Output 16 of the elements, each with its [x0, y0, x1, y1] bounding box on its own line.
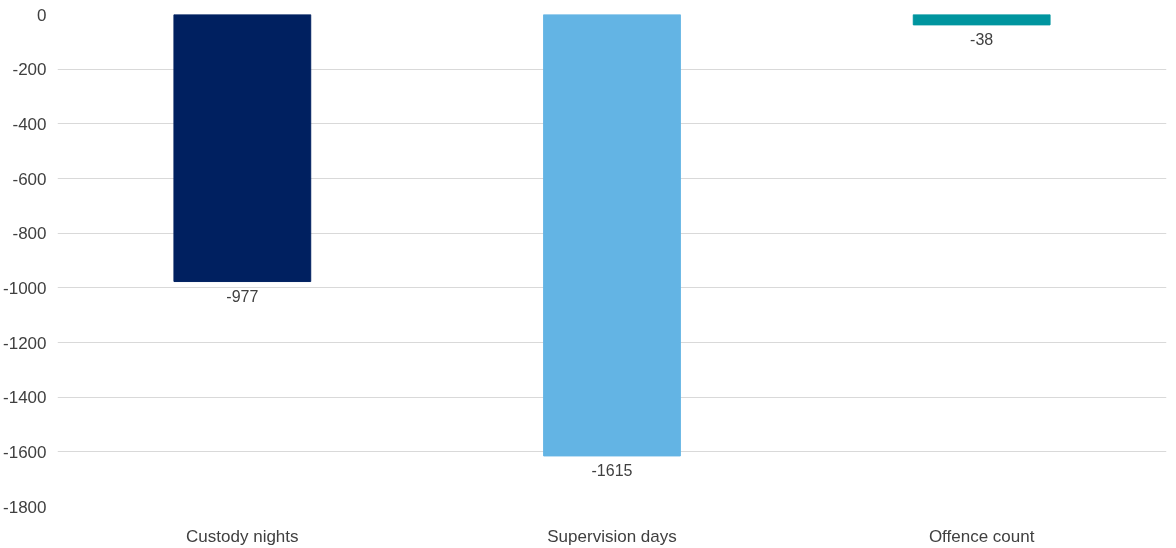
y-tick-label: -1600	[3, 442, 47, 462]
y-tick-label: -1400	[3, 388, 47, 408]
y-tick-label: -200	[12, 60, 47, 80]
y-tick-label: -1800	[3, 497, 47, 517]
y-tick-label: 0	[37, 5, 47, 25]
y-tick-label: -1200	[3, 333, 47, 353]
x-tick-label: Supervision days	[547, 526, 677, 546]
data-label: -1615	[591, 461, 633, 479]
data-label: -38	[970, 30, 994, 48]
x-tick-label: Custody nights	[186, 526, 299, 546]
x-tick-label: Offence count	[928, 526, 1035, 546]
y-tick-label: -400	[12, 114, 47, 134]
y-tick-label: -1000	[3, 278, 47, 298]
y-tick-label: -600	[12, 169, 47, 189]
y-tick-label: -800	[12, 224, 47, 244]
data-label: -977	[226, 287, 259, 305]
